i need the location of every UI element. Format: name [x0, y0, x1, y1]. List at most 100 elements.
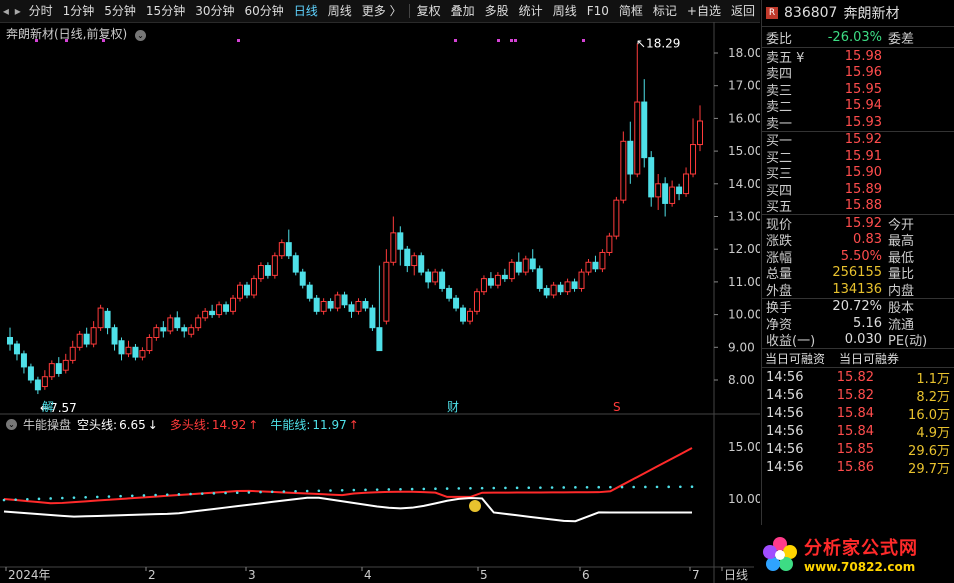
- tick-price: 15.84: [836, 423, 874, 439]
- bid-label: 买一: [766, 134, 793, 150]
- toolbar-item[interactable]: 15分钟: [145, 4, 186, 18]
- candle-body: [536, 268, 543, 289]
- toolbar-item[interactable]: 日线: [293, 4, 318, 18]
- toolbar-item[interactable]: 30分钟: [195, 4, 235, 18]
- time-axis-label: 7: [692, 568, 700, 582]
- toolbar-item[interactable]: +自选: [686, 4, 721, 18]
- nengneng-dot: [597, 485, 601, 489]
- margin-short-label: 当日可融券: [839, 351, 900, 366]
- toolbar-item[interactable]: 60分钟: [244, 4, 284, 18]
- candle-body: [376, 327, 383, 352]
- toolbar-item[interactable]: 周线: [327, 4, 352, 18]
- ask-row[interactable]: 卖二 15.94: [762, 98, 954, 115]
- toolbar-item[interactable]: 标记: [652, 4, 677, 18]
- bid-row[interactable]: 买二 15.91: [762, 148, 954, 166]
- toolbar-item[interactable]: 返回: [730, 4, 755, 18]
- candle-body: [327, 301, 334, 309]
- candle-body: [139, 350, 146, 358]
- candle-body: [7, 336, 13, 345]
- stat-row: 涨跌 0.83 最高: [762, 232, 954, 249]
- dropdown-icon[interactable]: ⌄: [135, 30, 147, 41]
- price-axis-label: 14.00: [728, 177, 760, 191]
- ask-row[interactable]: 卖三 15.95: [762, 81, 954, 99]
- ask-label: 卖三: [766, 83, 793, 99]
- price-axis-label: 18.00: [728, 46, 760, 60]
- time-axis-label: 2: [148, 568, 156, 582]
- tick-row: 14:56 15.84 4.9万: [762, 422, 954, 441]
- tick-price: 15.82: [836, 387, 874, 403]
- nengneng-dot: [305, 489, 309, 493]
- candle-body: [167, 317, 174, 332]
- ask-price: 15.98: [844, 48, 882, 64]
- candle-body: [571, 281, 578, 289]
- candle-body: [209, 310, 216, 316]
- tick-time: 14:56: [766, 405, 804, 421]
- candle-body: [243, 284, 250, 296]
- ask-row[interactable]: 卖一 15.93: [762, 114, 954, 132]
- toolbar-item[interactable]: 统计: [518, 4, 543, 18]
- indicator-dropdown-icon[interactable]: ⌄: [6, 419, 17, 430]
- kline-chart[interactable]: 18.00 17.00 16.00 15.00 14.00 13.00 12.00 11.00…: [0, 22, 760, 583]
- toolbar-item[interactable]: 更多 〉: [361, 4, 402, 18]
- toolbar-item[interactable]: 叠加: [450, 4, 475, 18]
- nengneng-dot: [72, 496, 76, 499]
- stats2-block: 换手 20.72% 股本 净资 5.16 流通 收益(一) 0.030 PE(动): [762, 297, 954, 349]
- nengneng-dot: [550, 486, 554, 489]
- candle-body: [369, 307, 376, 329]
- toolbar-item[interactable]: 复权: [416, 4, 441, 18]
- nengneng-label: 牛能线:: [270, 418, 311, 432]
- up-arrow-icon: ↑: [248, 417, 259, 432]
- nengneng-value: 11.97: [312, 417, 347, 432]
- nengneng-dot: [247, 491, 251, 494]
- bid-book: 买一 15.92 买二 15.91 买三 15.90 买四 15.89 买五 15.88: [762, 130, 954, 215]
- tick-row: 14:56 15.84 16.0万: [762, 404, 954, 423]
- stock-header: R 836807 奔朗新材: [762, 0, 954, 27]
- toolbar-item[interactable]: 5分钟: [104, 4, 136, 18]
- bid-row[interactable]: 买一 15.92: [762, 132, 954, 149]
- ask-row[interactable]: 卖四 15.96: [762, 65, 954, 82]
- nengneng-dot: [527, 486, 531, 490]
- stat-label: 涨幅: [766, 250, 793, 266]
- candle-body: [404, 248, 411, 267]
- toolbar-item[interactable]: 1分钟: [62, 4, 95, 18]
- prev-icon[interactable]: ◂: [2, 4, 9, 18]
- candle-body: [48, 363, 55, 378]
- nengneng-dot: [212, 492, 216, 495]
- toolbar-item[interactable]: 多股: [484, 4, 509, 18]
- toolbar-item[interactable]: 周线: [552, 4, 577, 18]
- tick-list[interactable]: 14:56 15.82 1.1万 14:56 15.82 8.2万 14:56 15.84 16…: [762, 367, 954, 477]
- candle-body: [34, 379, 41, 391]
- candle-body: [250, 278, 257, 296]
- ask-row[interactable]: 卖五 ¥ 15.98: [762, 48, 954, 66]
- nengneng-dot: [270, 490, 274, 494]
- stat2-value: 0.030: [844, 332, 882, 348]
- nengneng-dot: [154, 493, 157, 497]
- candle-body: [390, 232, 397, 263]
- bid-price: 15.88: [844, 198, 882, 214]
- nengneng-dot: [655, 485, 659, 489]
- candle-body: [697, 120, 703, 146]
- duotou-line: [3, 447, 693, 505]
- toolbar-item[interactable]: 简框: [618, 4, 643, 18]
- bid-row[interactable]: 买五 15.88: [762, 198, 954, 215]
- stat-value: 256155: [832, 265, 882, 281]
- price-axis-label: 10.00: [728, 308, 760, 322]
- toolbar-item[interactable]: 分时: [28, 4, 53, 18]
- chart-canvas[interactable]: 18.00 17.00 16.00 15.00 14.00 13.00 12.00 11.00…: [0, 22, 760, 583]
- tick-time: 14:56: [766, 459, 804, 475]
- next-icon[interactable]: ▸: [14, 4, 21, 18]
- stat-label: 外盘: [766, 283, 793, 299]
- candle-body: [592, 261, 599, 270]
- toolbar-item[interactable]: F10: [586, 4, 609, 18]
- stat-row: 总量 256155 量比: [762, 265, 954, 282]
- stock-code: 836807: [784, 5, 838, 21]
- marker-s: S: [613, 400, 621, 414]
- candle-body: [683, 173, 690, 195]
- bid-row[interactable]: 买四 15.89: [762, 181, 954, 199]
- bid-row[interactable]: 买三 15.90: [762, 165, 954, 182]
- tick-time: 14:56: [766, 441, 804, 457]
- stat-label-2: 最低: [888, 250, 915, 266]
- candle-body: [160, 327, 167, 332]
- nengneng-dot: [469, 486, 472, 490]
- stock-name: 奔朗新材: [843, 6, 900, 22]
